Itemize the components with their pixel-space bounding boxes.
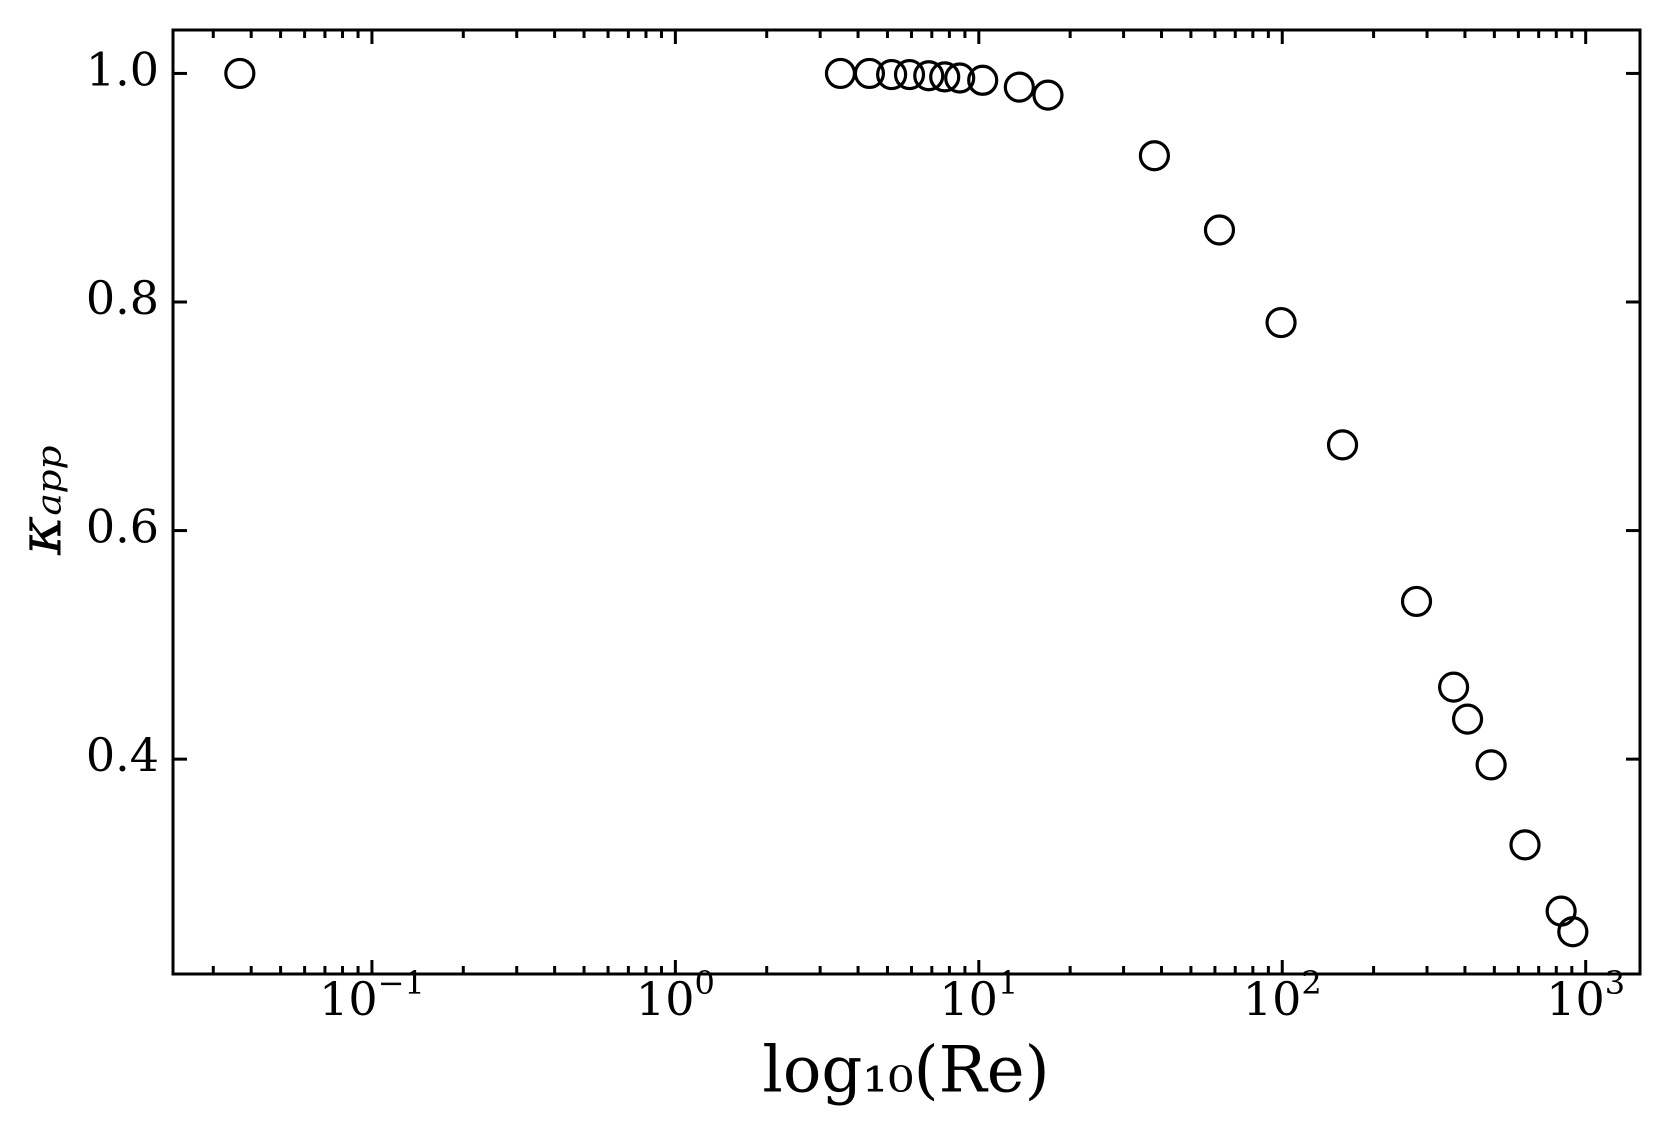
- data-point: [876, 58, 908, 91]
- y-axis-label: κₐₚₚ: [6, 445, 76, 556]
- y-tick-label: 0.4: [86, 728, 159, 782]
- data-point: [1557, 916, 1589, 948]
- data-point: [1509, 829, 1541, 861]
- data-point: [1138, 140, 1170, 172]
- y-tick-label: 1.0: [86, 42, 159, 96]
- data-point: [913, 60, 945, 92]
- data-point: [824, 57, 857, 90]
- data-point: [893, 58, 926, 91]
- x-tick-base: 10: [1546, 972, 1605, 1026]
- data-point: [1451, 703, 1484, 735]
- x-tick-label: 10−1: [319, 964, 425, 1027]
- x-tick-exponent: 1: [998, 964, 1018, 1002]
- data-point: [1475, 749, 1507, 781]
- x-tick-exponent: 3: [1605, 964, 1625, 1002]
- x-tick-base: 10: [319, 972, 378, 1026]
- data-point: [1265, 306, 1297, 339]
- x-tick-label: 103: [1546, 964, 1625, 1027]
- data-point: [1032, 79, 1064, 111]
- data-point: [967, 64, 999, 96]
- x-tick-base: 10: [939, 972, 998, 1026]
- x-tick-base: 10: [1243, 972, 1302, 1026]
- x-tick-base: 10: [636, 972, 695, 1026]
- y-tick-label: 0.8: [86, 271, 159, 325]
- data-point: [1003, 71, 1035, 103]
- data-point: [1400, 585, 1433, 618]
- data-point: [1545, 895, 1577, 927]
- data-point: [1326, 429, 1359, 461]
- data-point: [1437, 671, 1470, 703]
- x-axis-label: log₁₀(Re): [762, 1034, 1049, 1108]
- y-tick-label: 0.6: [86, 500, 159, 554]
- data-point: [944, 62, 976, 94]
- x-tick-exponent: −1: [378, 964, 425, 1002]
- x-tick-exponent: 2: [1301, 964, 1321, 1002]
- data-point: [853, 57, 886, 90]
- data-point: [929, 61, 961, 93]
- data-point: [224, 57, 256, 90]
- x-tick-exponent: 0: [694, 964, 714, 1002]
- data-point: [1203, 214, 1236, 246]
- plot-frame: [171, 28, 1642, 976]
- x-tick-label: 100: [636, 964, 715, 1027]
- x-tick-label: 102: [1243, 964, 1322, 1027]
- x-tick-label: 101: [939, 964, 1018, 1027]
